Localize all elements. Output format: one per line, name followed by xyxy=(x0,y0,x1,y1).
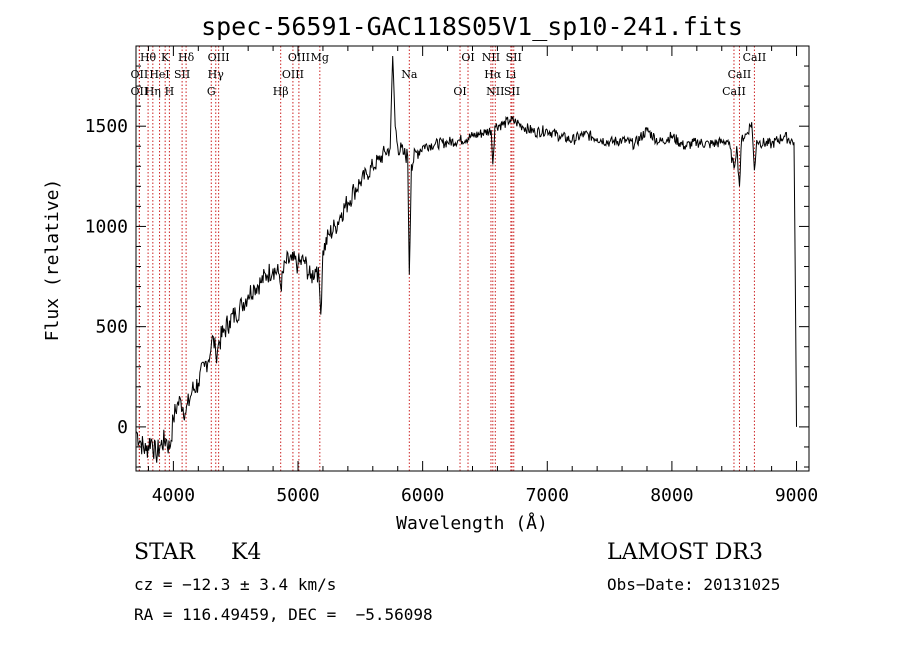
x-tick-label: 8000 xyxy=(650,485,693,506)
cz-value: −12.3 xyxy=(182,575,231,594)
cz-error: 3.4 xyxy=(259,575,289,594)
chart-title: spec-56591-GAC118S05V1_sp10-241.fits xyxy=(201,12,743,41)
obs-date-value: 20131025 xyxy=(703,575,781,594)
cz-pm: ± xyxy=(239,575,250,594)
x-tick-label: 7000 xyxy=(526,485,569,506)
line-label: OI xyxy=(461,51,474,64)
line-label: NII xyxy=(482,51,500,64)
line-label: HeI xyxy=(149,68,169,81)
x-axis-label: Wavelength (Å) xyxy=(396,512,548,534)
redshift-line: cz = −12.3 ± 3.4 km/s xyxy=(134,575,336,594)
y-tick-label: 1000 xyxy=(85,216,128,237)
class-label: STAR xyxy=(134,540,195,565)
cz-unit: km/s xyxy=(297,575,337,594)
subclass-label: K4 xyxy=(231,540,262,565)
line-label: OI xyxy=(453,85,466,98)
line-label: Li xyxy=(505,68,516,81)
line-label: Hα xyxy=(484,68,502,81)
survey-label: LAMOST DR3 xyxy=(607,540,763,565)
y-tick-label: 0 xyxy=(117,417,128,438)
x-tick-label: 6000 xyxy=(401,485,444,506)
line-label: Hγ xyxy=(208,68,225,81)
line-label: G xyxy=(207,85,216,98)
line-label: Hβ xyxy=(273,85,289,98)
plot-frame xyxy=(135,45,810,472)
line-label: CaII xyxy=(722,85,746,98)
line-label: OIII xyxy=(208,51,230,64)
coordinates-line: RA = 116.49459, DEC = −5.56098 xyxy=(134,605,433,624)
line-label: OII xyxy=(131,85,149,98)
x-tick-label: 4000 xyxy=(152,485,195,506)
line-label: OIII xyxy=(288,51,310,64)
x-axis: 4000 5000 6000 7000 8000 9000 xyxy=(147,46,818,506)
line-label: SII xyxy=(504,85,520,98)
y-tick-label: 1500 xyxy=(85,116,128,137)
line-label: SII xyxy=(174,68,190,81)
line-label: CaII xyxy=(743,51,767,64)
x-tick-label: 9000 xyxy=(775,485,818,506)
y-axis: 0 500 1000 1500 xyxy=(85,65,809,468)
dec-value: −5.56098 xyxy=(355,605,433,624)
line-label: K xyxy=(161,51,170,64)
line-markers xyxy=(138,46,755,471)
obs-date-label: Obs−Date: xyxy=(607,575,694,594)
dec-label: DEC = xyxy=(288,605,337,624)
ra-label: RA = xyxy=(134,605,173,624)
ra-value: 116.49459, xyxy=(182,605,279,624)
line-label: OII xyxy=(131,68,149,81)
line-label: NII xyxy=(486,85,504,98)
y-tick-label: 500 xyxy=(95,317,128,338)
object-class: STAR K4 xyxy=(134,540,261,565)
cz-label: cz = xyxy=(134,575,183,594)
line-label: CaII xyxy=(728,68,752,81)
line-label: OIII xyxy=(282,68,304,81)
x-tick-label: 5000 xyxy=(276,485,319,506)
spectrum-line xyxy=(135,55,797,463)
line-label: SII xyxy=(506,51,522,64)
obs-date-line: Obs−Date: 20131025 xyxy=(607,575,780,594)
line-label: Hθ xyxy=(140,51,157,64)
line-labels: Hθ OII OII K HeI Hη Hδ SII H OIII Hγ G OIII OIII Hβ Mg N… xyxy=(131,51,767,98)
line-label: Hδ xyxy=(178,51,195,64)
line-label: H xyxy=(165,85,175,98)
line-label: Mg xyxy=(311,51,329,64)
y-axis-label: Flux (relative) xyxy=(42,179,63,342)
line-label: Hη xyxy=(145,85,161,98)
line-label: Na xyxy=(401,68,418,81)
